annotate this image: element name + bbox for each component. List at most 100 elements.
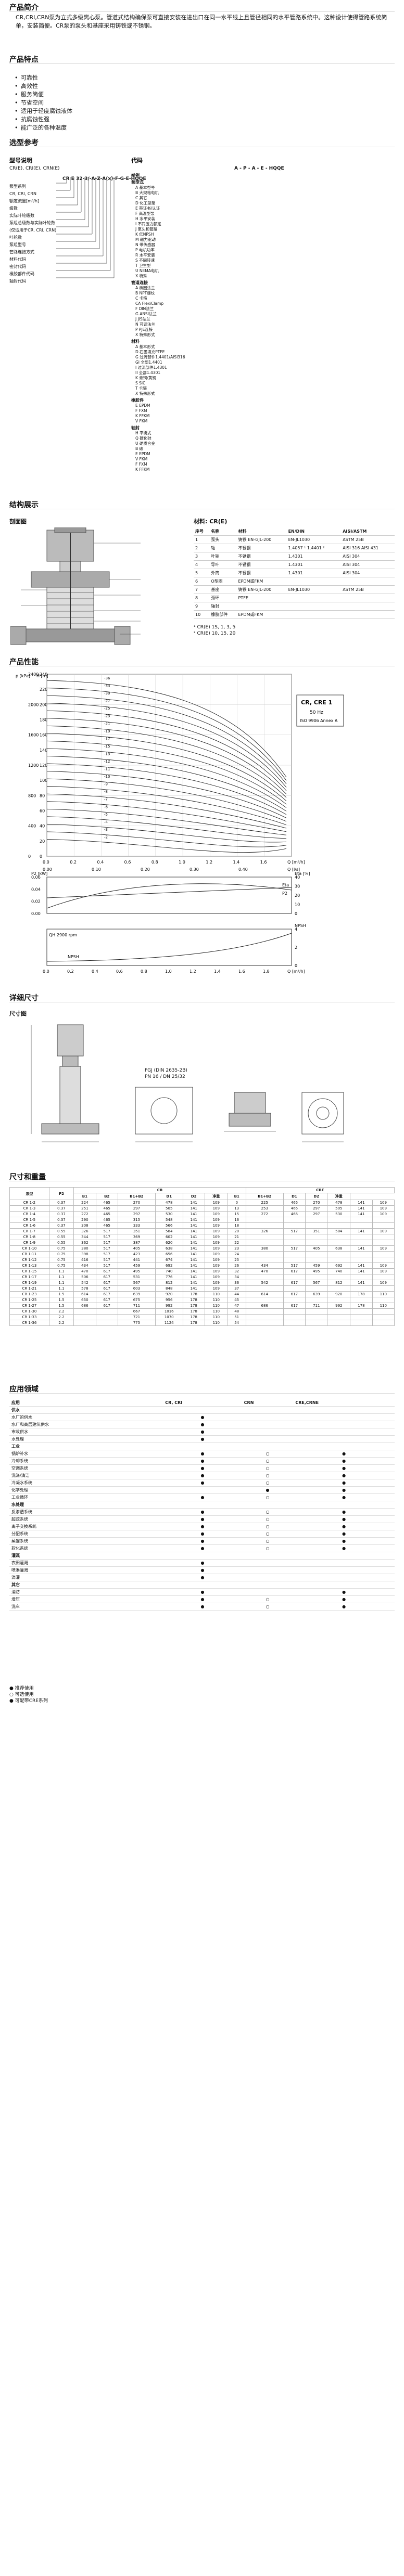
table-cell: 141: [350, 1205, 373, 1212]
axis-label: H [m]: [36, 674, 48, 678]
table-cell: 617: [283, 1303, 306, 1309]
table-cell: 297: [305, 1211, 328, 1217]
table-cell: [286, 602, 342, 611]
table-cell: 416: [73, 1257, 96, 1263]
features-list: 可靠性高效性服务简便节省空间适用于轻度腐蚀液体抗腐蚀性强能广泛的各种温度: [15, 74, 72, 132]
col-header: 净重: [204, 1193, 228, 1200]
table-cell: CR 1-11: [9, 1251, 49, 1257]
table-cell: 1.5: [48, 1297, 74, 1303]
table-row: CR 1-13 0.75 434 517 459 692 141 109 26 434 517 459…: [9, 1263, 395, 1269]
tick-label: 20: [295, 893, 300, 898]
code-item: H 水平安装: [135, 216, 156, 221]
table-cell: 21: [227, 1234, 246, 1240]
table-cell: [372, 1217, 395, 1223]
col-header: 序号: [194, 527, 210, 536]
table-cell: [245, 1257, 284, 1263]
table-cell: 0.37: [48, 1205, 74, 1212]
table-cell: [286, 594, 342, 602]
axis-label: p [kPa]: [16, 674, 30, 678]
group-name: 水处理: [9, 1501, 395, 1509]
performance-title: 产品性能: [9, 658, 39, 666]
table-cell: 0.75: [48, 1263, 74, 1269]
table-row: 冷凝水系统 ● ○ ●: [9, 1479, 395, 1487]
col-header: D2: [305, 1193, 328, 1200]
table-cell: 178: [182, 1308, 205, 1315]
table-row: 6 O型圈 EPDM或FKM: [194, 577, 395, 586]
series-label: NPSH: [68, 955, 79, 959]
table-cell: 686: [245, 1303, 284, 1309]
table-cell: ○: [242, 1457, 294, 1465]
table-row: CR 1-5 0.37 290 465 315 548 141 109 16: [9, 1217, 395, 1223]
table-row: 锅炉补水 ● ○ ●: [9, 1450, 395, 1458]
table-cell: 颈环: [209, 594, 237, 602]
table-cell: ●: [163, 1515, 242, 1523]
axis-label: P2 [kW]: [31, 871, 47, 876]
table-cell: 109: [372, 1205, 395, 1212]
series-line: [46, 695, 287, 784]
tick-label: Q [m³/h]: [287, 969, 305, 974]
table-row: CR 1-8 0.55 344 517 369 602 141 109 21: [9, 1234, 395, 1240]
table-cell: 465: [283, 1200, 306, 1206]
tick-label: 0.06: [31, 875, 41, 880]
table-cell: [327, 1222, 351, 1229]
tick-label: 40: [295, 875, 300, 880]
code-item: CA FlexiClamp: [135, 301, 164, 306]
code-item: A 椭圆法兰: [135, 286, 155, 290]
col-header: B1+B2: [117, 1193, 156, 1200]
code-item: S 不同转速: [135, 258, 155, 263]
tick-label: 0.6: [116, 969, 123, 974]
table-cell: [242, 1588, 294, 1596]
tick-label: 1.0: [165, 969, 172, 974]
table-cell: 380: [245, 1245, 284, 1252]
table-cell: 泵头: [209, 535, 237, 544]
table-cell: 铸铁 EN-GJL-200: [236, 535, 287, 544]
tick-label: 1.4: [214, 969, 221, 974]
table-cell: 398: [73, 1251, 96, 1257]
table-cell: ●: [293, 1508, 395, 1516]
table-cell: 776: [155, 1274, 183, 1280]
series-label: -33: [104, 684, 110, 688]
model-code-diagram: [56, 177, 115, 278]
code-item: X 特殊形式: [135, 391, 155, 396]
table-cell: 530: [155, 1211, 183, 1217]
table-cell: ○: [242, 1508, 294, 1516]
table-cell: 不锈钢: [236, 552, 287, 561]
table-cell: ASTM 25B: [341, 535, 395, 544]
series-label: -15: [104, 744, 110, 749]
table-cell: 141: [182, 1274, 205, 1280]
table-cell: 711: [305, 1303, 328, 1309]
table-cell: 110: [204, 1314, 228, 1320]
table-cell: CR 1-9: [9, 1240, 49, 1246]
col-header: B1: [227, 1193, 246, 1200]
table-row: 消防 ● ●: [9, 1588, 395, 1596]
code-item: K FFKM: [135, 467, 150, 472]
series-label: -2: [104, 835, 108, 839]
table-cell: 基座: [209, 585, 237, 594]
table-cell: 1.4057 ¹ 1.4401 ²: [286, 544, 342, 552]
table-cell: [350, 1234, 373, 1240]
table-cell: CR 1-30: [9, 1308, 49, 1315]
tick-label: 1.8: [263, 969, 270, 974]
feature-item: 可靠性: [15, 74, 72, 82]
table-cell: 0.75: [48, 1257, 74, 1263]
table-cell: 54: [227, 1320, 246, 1326]
table-cell: 650: [73, 1297, 96, 1303]
table-cell: 洗涤/清洁: [9, 1472, 163, 1479]
table-row: CR 1-6 0.37 308 465 333 566 141 109 18: [9, 1222, 395, 1229]
tick-label: 2: [295, 945, 297, 950]
table-cell: 617: [283, 1291, 306, 1297]
table-cell: [305, 1308, 328, 1315]
table-row: 洗涤/清洁 ● ○ ●: [9, 1472, 395, 1479]
model-labels: 泵型系列 CR, CRI, CRN 额定流量[m³/h] 级数 实际叶轮级数 泵组总级数与…: [9, 183, 56, 285]
series-label: -4: [104, 820, 108, 824]
divider: [9, 11, 395, 12]
table-cell: [305, 1240, 328, 1246]
code-item: N 可调法兰: [135, 322, 155, 327]
table-cell: [245, 1297, 284, 1303]
table-cell: 农田灌溉: [9, 1559, 163, 1567]
col-header: 材料: [236, 527, 287, 536]
table-cell: ○: [242, 1493, 294, 1501]
table-cell: 滴灌: [9, 1574, 163, 1581]
code-title: 代码: [131, 157, 143, 164]
code-item: A 基本型号: [135, 185, 155, 190]
